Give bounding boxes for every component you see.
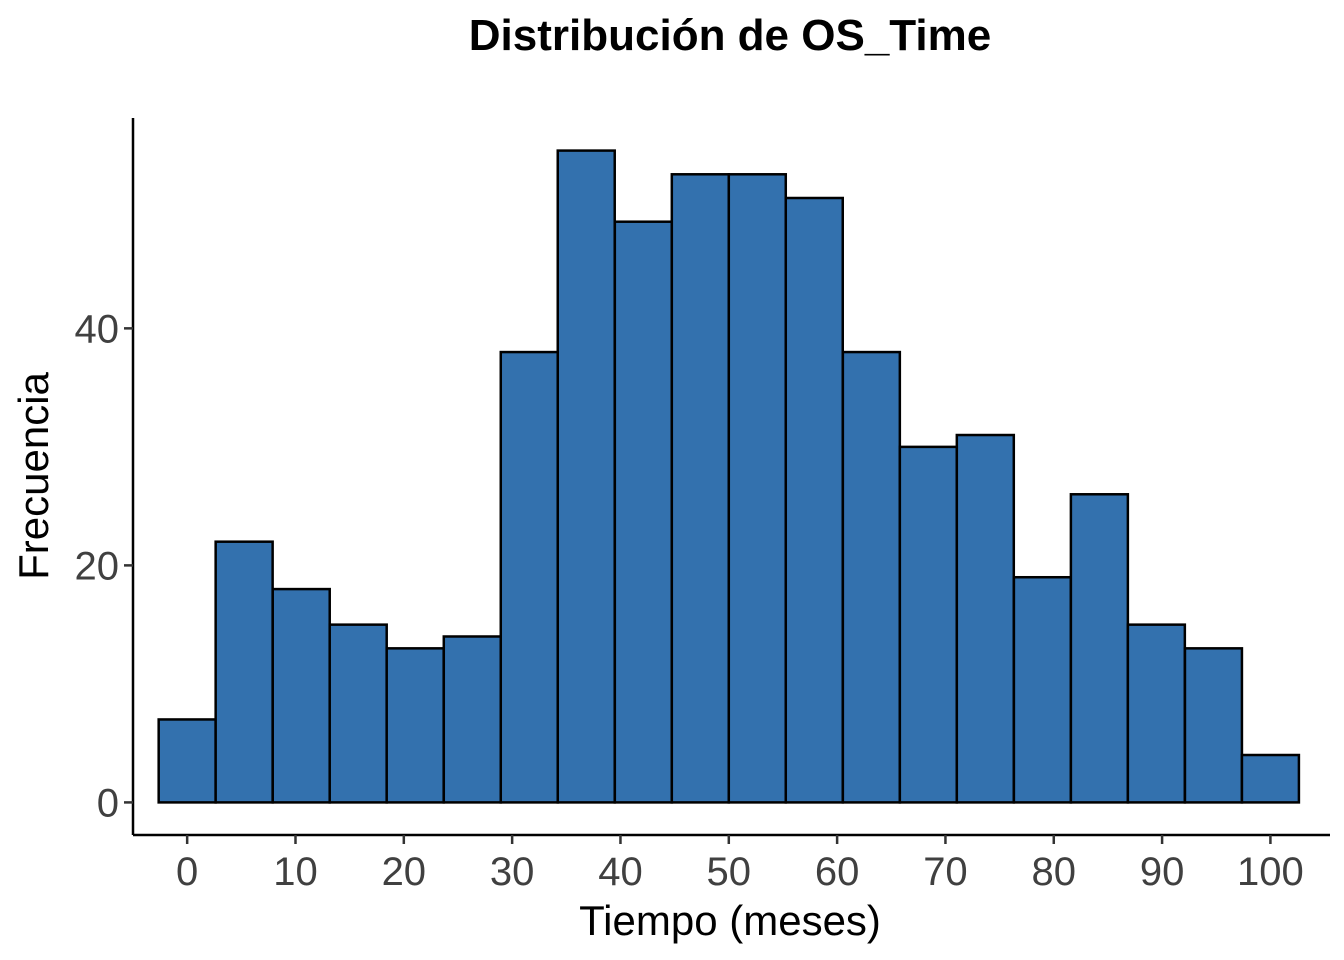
histogram-bar	[1126, 623, 1187, 804]
y-tick-label: 0	[97, 781, 119, 825]
x-tick-label: 60	[815, 850, 860, 894]
histogram-bar	[727, 173, 788, 804]
histogram-bar	[556, 149, 616, 804]
x-ticks-group: 0 10 20 30 40 50 60 70 80 90 100	[176, 835, 1304, 894]
histogram-bar	[1183, 647, 1244, 804]
y-tick-label: 20	[75, 544, 120, 588]
histogram-bar	[784, 196, 845, 804]
x-tick-label: 50	[707, 850, 752, 894]
x-tick-label: 100	[1237, 850, 1304, 894]
histogram-bar	[898, 445, 959, 804]
x-tick-label: 90	[1140, 850, 1185, 894]
histogram-bar	[841, 350, 902, 804]
x-tick-label: 10	[273, 850, 318, 894]
y-ticks-group: 0 20 40	[75, 307, 133, 825]
histogram-bar	[328, 623, 388, 804]
histogram-bar	[1240, 753, 1301, 804]
x-tick-label: 30	[490, 850, 535, 894]
histogram-bar	[385, 647, 445, 804]
histogram-bar	[1012, 575, 1073, 804]
y-tick-label: 40	[75, 307, 120, 351]
chart-title: Distribución de OS_Time	[469, 11, 991, 60]
histogram-bar	[1069, 493, 1130, 804]
x-tick-label: 80	[1032, 850, 1077, 894]
histogram-bar	[214, 540, 274, 804]
bars-group	[157, 149, 1301, 804]
x-tick-label: 70	[923, 850, 968, 894]
x-tick-label: 0	[176, 850, 198, 894]
histogram-bar	[670, 173, 731, 804]
y-axis-title: Frecuencia	[10, 371, 57, 579]
histogram-bar	[955, 433, 1016, 804]
x-axis-title: Tiempo (meses)	[579, 897, 881, 944]
histogram-bar	[499, 350, 559, 804]
histogram-bar	[613, 220, 674, 804]
histogram-bar	[271, 587, 331, 804]
histogram-bar	[157, 718, 217, 804]
x-tick-label: 20	[382, 850, 427, 894]
x-tick-label: 40	[598, 850, 643, 894]
histogram-bar	[442, 635, 503, 804]
